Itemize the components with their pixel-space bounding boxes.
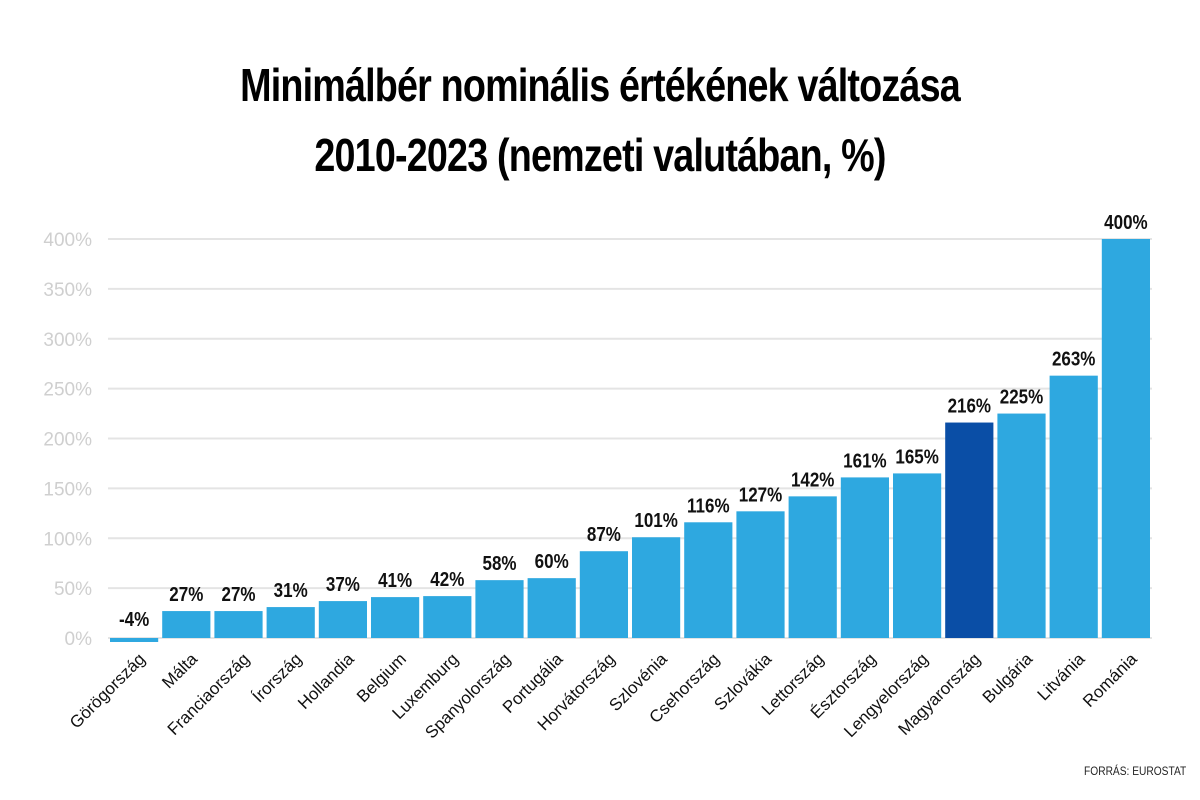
value-label: 42% [430, 568, 464, 591]
y-tick-label: 0% [65, 629, 93, 650]
bar [371, 597, 420, 638]
bar [1049, 375, 1098, 638]
value-label: 27% [169, 583, 203, 606]
y-tick-label: 100% [43, 529, 92, 550]
bar [840, 477, 889, 638]
bar [266, 607, 315, 638]
bar [893, 473, 942, 638]
category-label: Hollandia [294, 649, 358, 713]
value-label: 216% [948, 394, 991, 417]
value-label: 31% [274, 579, 308, 602]
value-label: 161% [843, 449, 886, 472]
value-label: 41% [378, 569, 412, 592]
y-tick-label: 150% [43, 479, 92, 500]
value-label: -4% [119, 608, 149, 631]
value-label: 87% [587, 523, 621, 546]
bar [214, 611, 263, 638]
value-label: 37% [326, 573, 360, 596]
category-label: Románia [1079, 649, 1141, 711]
bar [632, 537, 681, 638]
value-label: 400% [1104, 211, 1147, 234]
bar [162, 611, 211, 638]
source-note: FORRÁS: EUROSTAT [1083, 764, 1186, 778]
value-label: 127% [739, 483, 782, 506]
y-tick-label: 300% [43, 330, 92, 351]
bar [110, 638, 159, 642]
y-tick-label: 200% [43, 430, 92, 451]
bar [1101, 239, 1150, 638]
chart-subtitle: 2010-2023 (nemzeti valutában, %) [314, 129, 886, 181]
y-tick-label: 250% [43, 380, 92, 401]
bar [527, 578, 576, 638]
value-label: 116% [687, 494, 730, 517]
value-label: 58% [482, 552, 516, 575]
y-tick-label: 50% [54, 579, 92, 600]
value-label: 101% [634, 509, 677, 532]
bar [423, 596, 472, 638]
bar [684, 522, 733, 638]
value-label: 165% [895, 445, 938, 468]
y-tick-label: 350% [43, 280, 92, 301]
bar [788, 496, 837, 638]
y-tick-label: 400% [43, 230, 92, 251]
value-label: 27% [221, 583, 255, 606]
bar [475, 580, 524, 638]
bar [736, 511, 785, 638]
value-label: 60% [535, 550, 569, 573]
bar [318, 601, 367, 638]
category-label: Bulgária [979, 649, 1037, 707]
chart-title: Minimálbér nominális értékének változása [240, 59, 961, 111]
bar [997, 413, 1046, 638]
category-label: Málta [158, 649, 201, 692]
category-label: Görögország [66, 649, 149, 732]
bar [579, 551, 628, 638]
value-label: 225% [1000, 385, 1043, 408]
value-label: 263% [1052, 347, 1095, 370]
bar [945, 422, 994, 638]
value-label: 142% [791, 468, 834, 491]
